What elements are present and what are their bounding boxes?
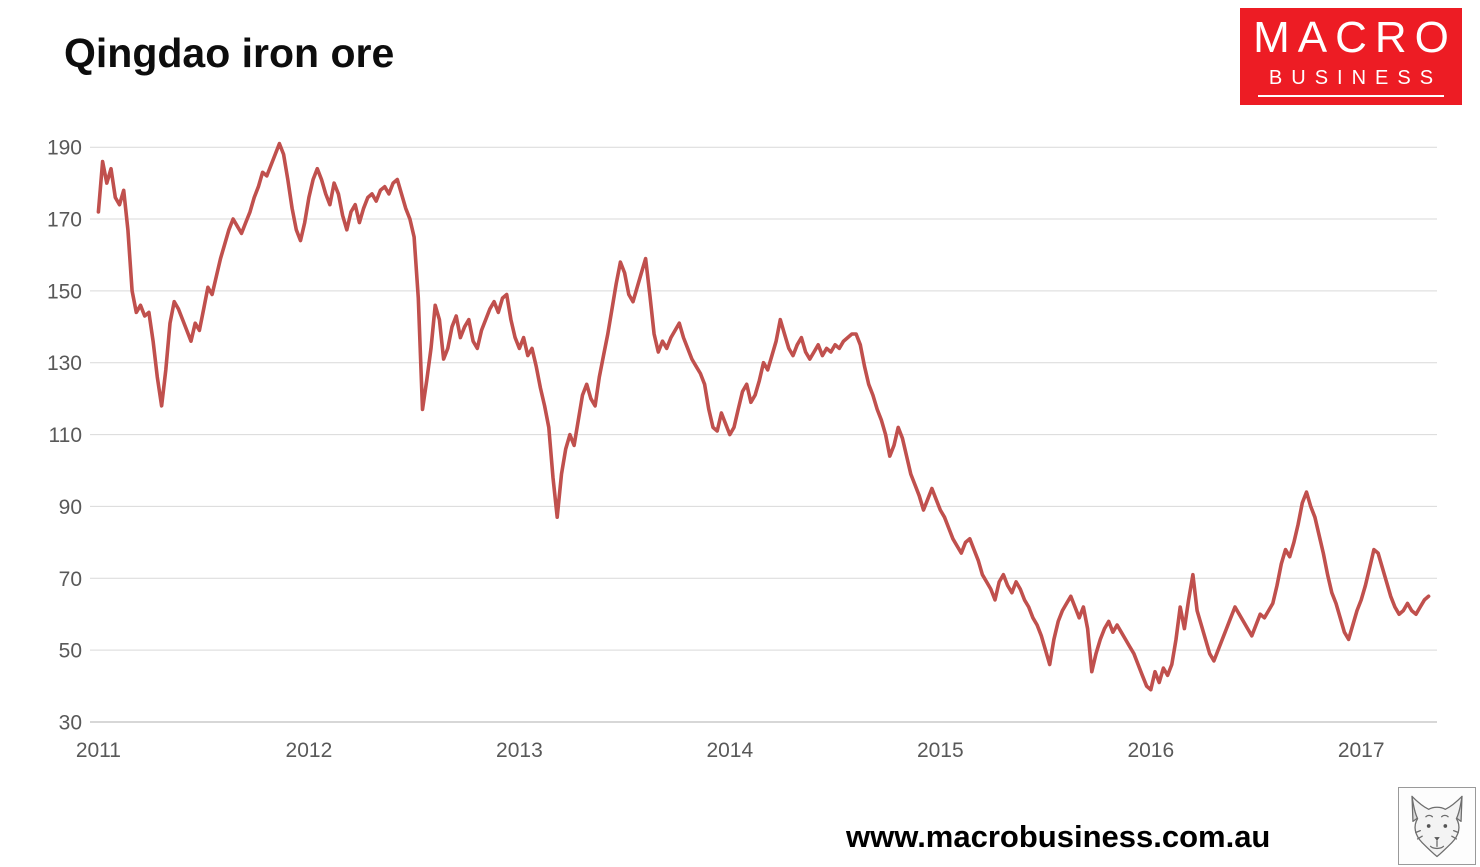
logo-underline: [1258, 95, 1444, 97]
x-tick-label: 2013: [496, 739, 543, 762]
page-title: Qingdao iron ore: [64, 30, 395, 76]
x-tick-label: 2016: [1127, 739, 1174, 762]
macrobusiness-logo: MACRO BUSINESS: [1240, 8, 1462, 105]
y-tick-label: 130: [47, 352, 82, 375]
price-line-series: [96, 141, 1431, 692]
x-tick-label: 2011: [76, 739, 121, 762]
y-tick-label: 190: [47, 137, 82, 160]
x-tick-label: 2012: [286, 739, 333, 762]
y-tick-label: 70: [59, 568, 82, 591]
y-tick-label: 170: [47, 209, 82, 232]
y-tick-label: 90: [59, 496, 82, 519]
y-tick-label: 110: [49, 424, 82, 447]
x-tick-label: 2015: [917, 739, 964, 762]
fox-logo: [1398, 787, 1476, 865]
y-tick-label: 150: [47, 280, 82, 303]
website-url: www.macrobusiness.com.au: [846, 819, 1271, 854]
fox-sketch-icon: [1411, 795, 1463, 858]
y-tick-label: 50: [59, 640, 82, 663]
logo-text-business: BUSINESS: [1268, 67, 1443, 89]
y-tick-label: 30: [59, 712, 82, 735]
x-tick-label: 2014: [706, 739, 753, 762]
logo-text-macro: MACRO: [1253, 13, 1457, 62]
x-tick-label: 2017: [1338, 739, 1385, 762]
